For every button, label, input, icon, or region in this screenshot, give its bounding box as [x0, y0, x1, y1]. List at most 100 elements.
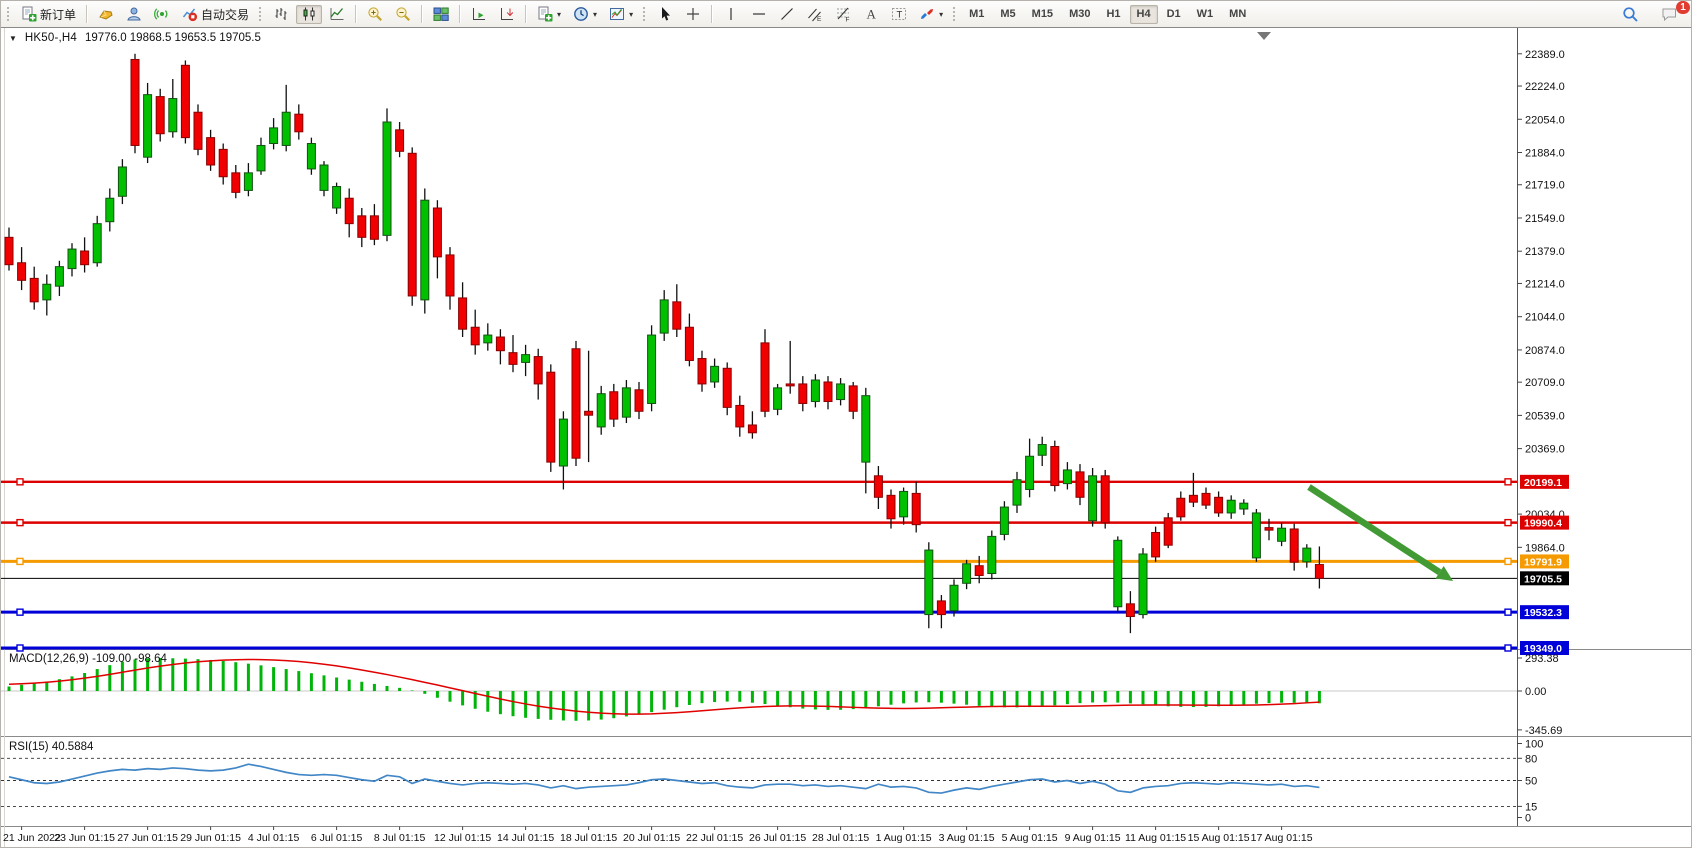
autotrade-button[interactable]: 自动交易 — [177, 5, 254, 24]
candle-body — [1176, 497, 1186, 518]
tiles-icon — [433, 6, 449, 22]
candle-body — [621, 387, 631, 418]
templates-button[interactable]: ▾ — [604, 5, 638, 24]
new-order-button[interactable]: 新订单 — [16, 5, 81, 24]
rsi-scale-label: 50 — [1525, 776, 1537, 788]
zoom-out-button[interactable] — [390, 5, 416, 24]
candle-body — [1062, 469, 1072, 485]
tab-H4-label: H4 — [1136, 8, 1151, 20]
auto-scroll-button[interactable] — [466, 5, 492, 24]
collapse-tri-icon[interactable]: ▼ — [9, 33, 17, 43]
candle-body — [899, 490, 909, 518]
tab-W1[interactable]: W1 — [1190, 5, 1221, 24]
candle-body — [508, 352, 518, 365]
candle-body — [747, 424, 757, 434]
toolbar-separator — [711, 5, 714, 23]
crosshair-icon — [685, 6, 701, 22]
candle-body — [483, 334, 493, 344]
candle-body — [1314, 564, 1324, 579]
horizontal-level-lines[interactable] — [1, 478, 1517, 652]
tab-M5[interactable]: M5 — [993, 5, 1022, 24]
toolbar-right: 1 — [1616, 1, 1690, 27]
zoom-out-icon — [395, 6, 411, 22]
tab-M15[interactable]: M15 — [1025, 5, 1060, 24]
search-icon — [1622, 6, 1639, 23]
candle-body — [155, 96, 165, 135]
trendline-button[interactable] — [774, 5, 800, 24]
toolbar-separator — [525, 5, 528, 23]
toolbar-grip — [952, 5, 958, 23]
hline-handle[interactable] — [1504, 608, 1512, 616]
candle-body — [521, 354, 531, 363]
search-button[interactable] — [1617, 5, 1644, 24]
time-label: 23 Jun 01:15 — [54, 832, 115, 844]
chevron-down-icon: ▾ — [593, 9, 598, 19]
tab-H1[interactable]: H1 — [1099, 5, 1127, 24]
candle-body — [1075, 471, 1085, 498]
tab-M30[interactable]: M30 — [1062, 5, 1097, 24]
svg-text:E: E — [817, 16, 822, 22]
hline-handle[interactable] — [16, 518, 24, 527]
vertical-line-button[interactable] — [718, 5, 744, 24]
text-button[interactable]: A — [858, 5, 884, 24]
periods-button[interactable]: ▾ — [568, 5, 602, 24]
fibonacci-button[interactable]: F — [830, 5, 856, 24]
vline-icon — [723, 6, 739, 22]
shapes-button[interactable]: ▾ — [914, 5, 948, 24]
candles — [4, 53, 1324, 634]
hline-handle[interactable] — [16, 478, 24, 486]
candle-body — [281, 111, 291, 146]
candle-body — [1050, 445, 1060, 487]
candle-body — [42, 283, 52, 301]
hline-handle[interactable] — [1504, 518, 1512, 527]
tile-windows-button[interactable] — [428, 5, 454, 24]
channel-button[interactable]: E — [802, 5, 828, 24]
horizontal-line-button[interactable] — [746, 5, 772, 24]
text-label-button[interactable]: T — [886, 5, 912, 24]
tab-M1[interactable]: M1 — [962, 5, 991, 24]
community-button[interactable] — [121, 5, 147, 24]
autotrade-icon — [182, 6, 198, 22]
hline-handle[interactable] — [16, 644, 24, 652]
signals-button[interactable] — [149, 5, 175, 24]
hline-handle[interactable] — [16, 608, 24, 616]
candle-body — [609, 391, 619, 420]
crosshair-button[interactable] — [680, 5, 706, 24]
chart-shift-marker-icon[interactable] — [1257, 32, 1271, 40]
hline-handle[interactable] — [16, 557, 24, 566]
notifications-button[interactable]: 1 — [1656, 1, 1690, 24]
candle-chart-button[interactable] — [296, 4, 323, 24]
price-tick-label: 21549.0 — [1525, 213, 1565, 225]
indicators-button[interactable]: ▾ — [532, 5, 566, 24]
bar-chart-button[interactable] — [268, 5, 294, 24]
candle-body — [319, 164, 329, 191]
rsi-scale-label: 15 — [1525, 801, 1537, 813]
candle-body — [1214, 496, 1224, 514]
tab-MN[interactable]: MN — [1222, 5, 1253, 24]
market-button[interactable] — [93, 5, 119, 24]
tab-H4[interactable]: H4 — [1129, 4, 1158, 24]
candle-body — [256, 144, 266, 172]
zoom-in-button[interactable] — [362, 5, 388, 24]
candle-body — [306, 143, 316, 170]
hline-handle[interactable] — [1504, 478, 1512, 486]
time-label: 22 Jul 01:15 — [686, 832, 743, 844]
hline-handle[interactable] — [1504, 644, 1512, 652]
price-tick-label: 22054.0 — [1525, 114, 1565, 126]
cursor-button[interactable] — [652, 5, 678, 24]
drawn-arrow[interactable] — [1307, 484, 1453, 581]
new-order-button-label: 新订单 — [40, 7, 77, 22]
hline-handle[interactable] — [1504, 557, 1512, 566]
price-badge-label: 19705.5 — [1524, 573, 1562, 585]
time-label: 21 Jun 2022 — [3, 832, 61, 844]
zoom-in-icon — [367, 6, 383, 22]
candle-body — [936, 600, 946, 616]
price-scale[interactable]: 22389.0 22224.0 22054.0 21884.0 21719.0 21549… — [1517, 49, 1569, 655]
price-chart[interactable]: 22389.0 22224.0 22054.0 21884.0 21719.0 21549… — [1, 28, 1692, 848]
time-label: 18 Jul 01:15 — [560, 832, 617, 844]
chart-shift-button[interactable] — [494, 5, 520, 24]
time-label: 6 Jul 01:15 — [311, 832, 363, 844]
line-chart-button[interactable] — [324, 5, 350, 24]
tab-D1[interactable]: D1 — [1160, 5, 1188, 24]
